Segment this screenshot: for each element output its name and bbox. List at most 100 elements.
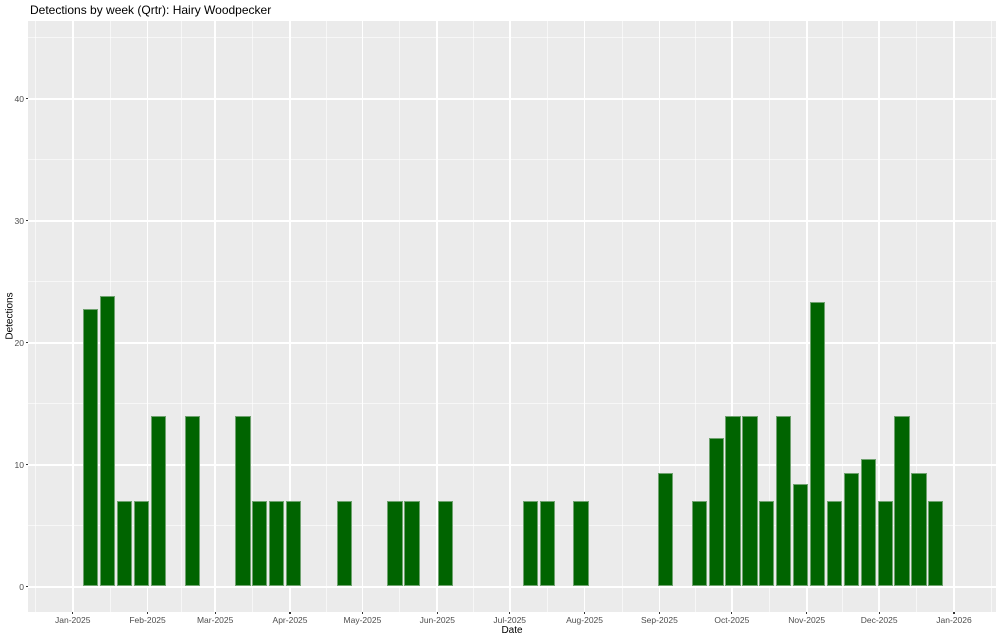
x-tick-label: Oct-2025 <box>714 615 750 626</box>
gridline-x-minor <box>695 20 697 612</box>
bar-week-2025-01-26 <box>133 501 150 586</box>
gridline-x-minor <box>621 20 623 612</box>
bar-week-2025-07-27 <box>573 501 589 586</box>
bar-week-2025-01-05 <box>83 308 99 586</box>
y-tick-mark <box>25 98 29 100</box>
bar-week-2025-01-19 <box>117 501 133 586</box>
bar-week-2025-10-26 <box>793 484 809 586</box>
x-tick-mark <box>583 611 586 615</box>
gridline-y-major <box>28 219 996 222</box>
x-tick-label: Jan-2025 <box>54 615 91 626</box>
gridline-x-minor <box>473 20 475 612</box>
bar-week-2025-03-16 <box>252 501 268 586</box>
x-tick-label: Mar-2025 <box>196 615 234 626</box>
bar-week-2025-09-28 <box>725 415 741 586</box>
bar-week-2025-10-19 <box>776 415 792 586</box>
bar-week-2025-12-07 <box>894 415 910 586</box>
chart-title: Detections by week (Qrtr): Hairy Woodpec… <box>30 3 272 17</box>
gridline-x-minor <box>252 20 254 612</box>
gridline-y-minor <box>28 403 996 405</box>
x-tick-mark <box>953 611 955 615</box>
x-tick-mark <box>214 611 216 615</box>
x-tick-label: Jan-2026 <box>936 615 972 626</box>
bar-week-2025-04-20 <box>336 501 352 586</box>
gridline-x-major <box>71 20 74 612</box>
gridline-x-major <box>436 20 439 612</box>
bar-week-2025-11-16 <box>843 473 859 586</box>
bar-week-2025-03-23 <box>269 501 285 586</box>
gridline-x-minor <box>399 20 401 612</box>
gridline-x-minor <box>990 20 992 612</box>
gridline-y-minor <box>28 281 996 283</box>
gridline-y-major <box>28 341 996 344</box>
x-tick-mark <box>806 611 808 615</box>
bar-week-2025-07-13 <box>539 501 555 586</box>
y-tick-label: 0 <box>19 581 24 592</box>
bar-week-2025-11-23 <box>860 458 876 586</box>
bar-week-2025-10-05 <box>742 415 758 586</box>
gridline-x-major <box>658 20 661 612</box>
x-tick-label: Jul-2025 <box>493 615 527 626</box>
gridline-x-major <box>508 20 511 612</box>
bar-week-2025-08-31 <box>657 473 674 586</box>
x-tick-mark <box>731 611 733 615</box>
gridline-x-minor <box>180 20 182 612</box>
x-tick-label: May-2025 <box>343 615 382 626</box>
x-tick-label: Aug-2025 <box>566 615 604 626</box>
x-tick-label: Apr-2025 <box>272 615 308 626</box>
bar-week-2025-10-12 <box>759 501 775 586</box>
bar-week-2025-09-14 <box>691 501 707 586</box>
x-tick-mark <box>436 611 438 615</box>
gridline-y-minor <box>28 525 996 527</box>
x-tick-label: Jun-2025 <box>419 615 456 626</box>
x-tick-label: Sep-2025 <box>640 615 678 626</box>
y-axis-title: Detections <box>4 292 16 340</box>
x-tick-mark <box>72 611 74 615</box>
y-tick-mark <box>25 220 29 222</box>
bar-week-2025-06-01 <box>438 501 454 586</box>
gridline-x-major <box>289 20 291 612</box>
x-tick-label: Nov-2025 <box>788 615 826 626</box>
gridline-x-minor <box>546 20 548 612</box>
gridline-x-major <box>583 20 586 612</box>
x-tick-label: Feb-2025 <box>129 615 166 626</box>
y-tick-mark <box>25 342 29 344</box>
x-tick-mark <box>509 611 511 615</box>
bar-week-2025-11-02 <box>809 302 826 586</box>
y-tick-label: 10 <box>14 459 24 470</box>
bar-week-2025-02-02 <box>150 415 167 586</box>
gridline-y-major <box>28 463 996 466</box>
bar-week-2025-05-18 <box>404 501 420 586</box>
x-tick-label: Dec-2025 <box>860 615 898 626</box>
gridline-x-minor <box>842 20 844 612</box>
x-tick-mark <box>878 611 880 615</box>
gridline-x-minor <box>325 20 327 612</box>
gridline-x-minor <box>768 20 770 612</box>
bar-week-2025-09-21 <box>708 437 724 586</box>
x-tick-mark <box>146 611 149 615</box>
bar-week-2025-05-11 <box>387 501 403 586</box>
gridline-x-major <box>214 20 216 612</box>
y-tick-mark <box>25 586 29 588</box>
bar-week-2025-11-09 <box>826 501 843 586</box>
bar-week-2025-12-14 <box>911 473 927 586</box>
x-tick-mark <box>289 611 291 615</box>
gridline-x-major <box>805 20 808 612</box>
y-tick-mark <box>25 464 29 466</box>
y-tick-label: 20 <box>14 337 24 348</box>
bar-week-2025-07-06 <box>522 501 538 586</box>
y-tick-label: 40 <box>14 93 24 104</box>
x-tick-mark <box>658 611 661 615</box>
gridline-x-major <box>731 20 733 612</box>
gridline-x-major <box>146 20 149 612</box>
bar-week-2025-12-21 <box>928 501 944 586</box>
plot-panel <box>28 20 996 612</box>
x-tick-mark <box>361 611 364 615</box>
gridline-x-major <box>878 20 880 612</box>
gridline-x-minor <box>34 20 36 612</box>
bar-week-2025-03-30 <box>286 501 302 586</box>
y-tick-label: 30 <box>14 215 24 226</box>
gridline-y-minor <box>28 37 996 39</box>
bar-week-2025-11-30 <box>877 501 893 586</box>
